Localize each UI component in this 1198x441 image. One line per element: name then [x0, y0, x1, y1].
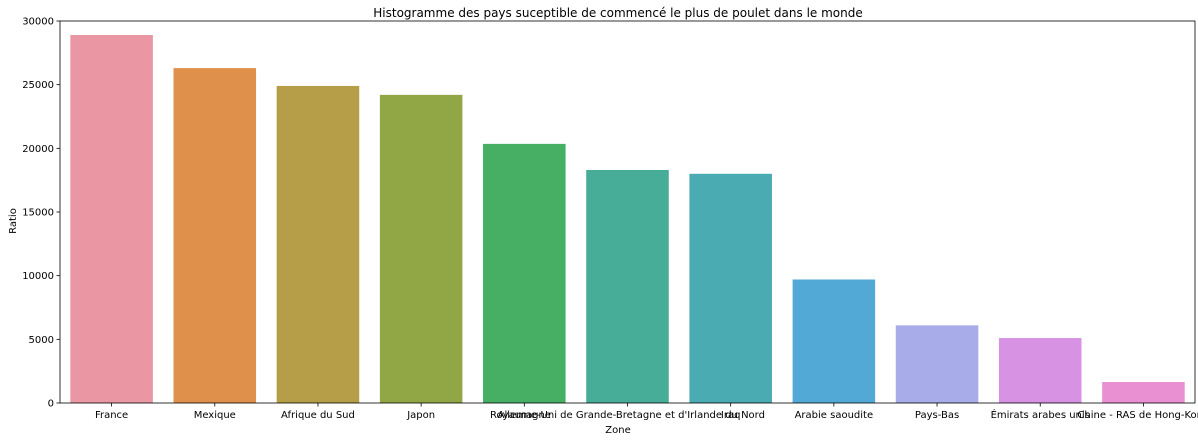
y-tick-label: 20000 [22, 144, 54, 155]
x-tick-label: Iraq [721, 410, 741, 421]
bar [1102, 381, 1185, 403]
y-tick-label: 0 [48, 399, 54, 410]
bar [586, 169, 669, 403]
bar [276, 85, 360, 403]
x-tick-label: Pays-Bas [915, 410, 959, 421]
bar [689, 173, 772, 403]
y-tick-label: 15000 [22, 208, 54, 219]
bar [895, 325, 979, 403]
bar [70, 35, 153, 404]
x-tick-label: Arabie saoudite [795, 410, 874, 421]
bar [483, 143, 566, 404]
y-tick-label: 30000 [22, 17, 54, 28]
x-tick-label: Mexique [194, 410, 236, 421]
y-axis-ticks: 0 5000 10000 15000 20000 25000 30000 [22, 17, 60, 410]
x-tick-label: Royaume-Uni de Grande-Bretagne et d'Irla… [490, 410, 765, 421]
x-axis-ticks: France Mexique Afrique du Sud Japon Allemagn… [95, 403, 1198, 421]
y-axis-label: Ratio [8, 208, 19, 234]
plot-frame [59, 20, 1196, 404]
bar [792, 279, 876, 403]
bar [998, 338, 1082, 403]
x-tick-label: Afrique du Sud [281, 410, 355, 421]
x-tick-label: Japon [406, 410, 435, 421]
x-tick-label: Chine - RAS de Hong-Kong [1077, 410, 1198, 421]
chart-title: Histogramme des pays suceptible de comme… [373, 6, 862, 20]
x-tick-label: France [95, 410, 128, 421]
x-tick-label: Allemagne [498, 410, 551, 421]
bar [173, 68, 257, 403]
y-tick-label: 5000 [29, 335, 54, 346]
y-tick-label: 10000 [22, 271, 54, 282]
bars-group [70, 35, 1185, 404]
bar [379, 94, 463, 403]
x-axis-label: Zone [605, 425, 630, 436]
x-tick-label: Émirats arabes unis [991, 408, 1090, 421]
y-tick-label: 25000 [22, 80, 54, 91]
